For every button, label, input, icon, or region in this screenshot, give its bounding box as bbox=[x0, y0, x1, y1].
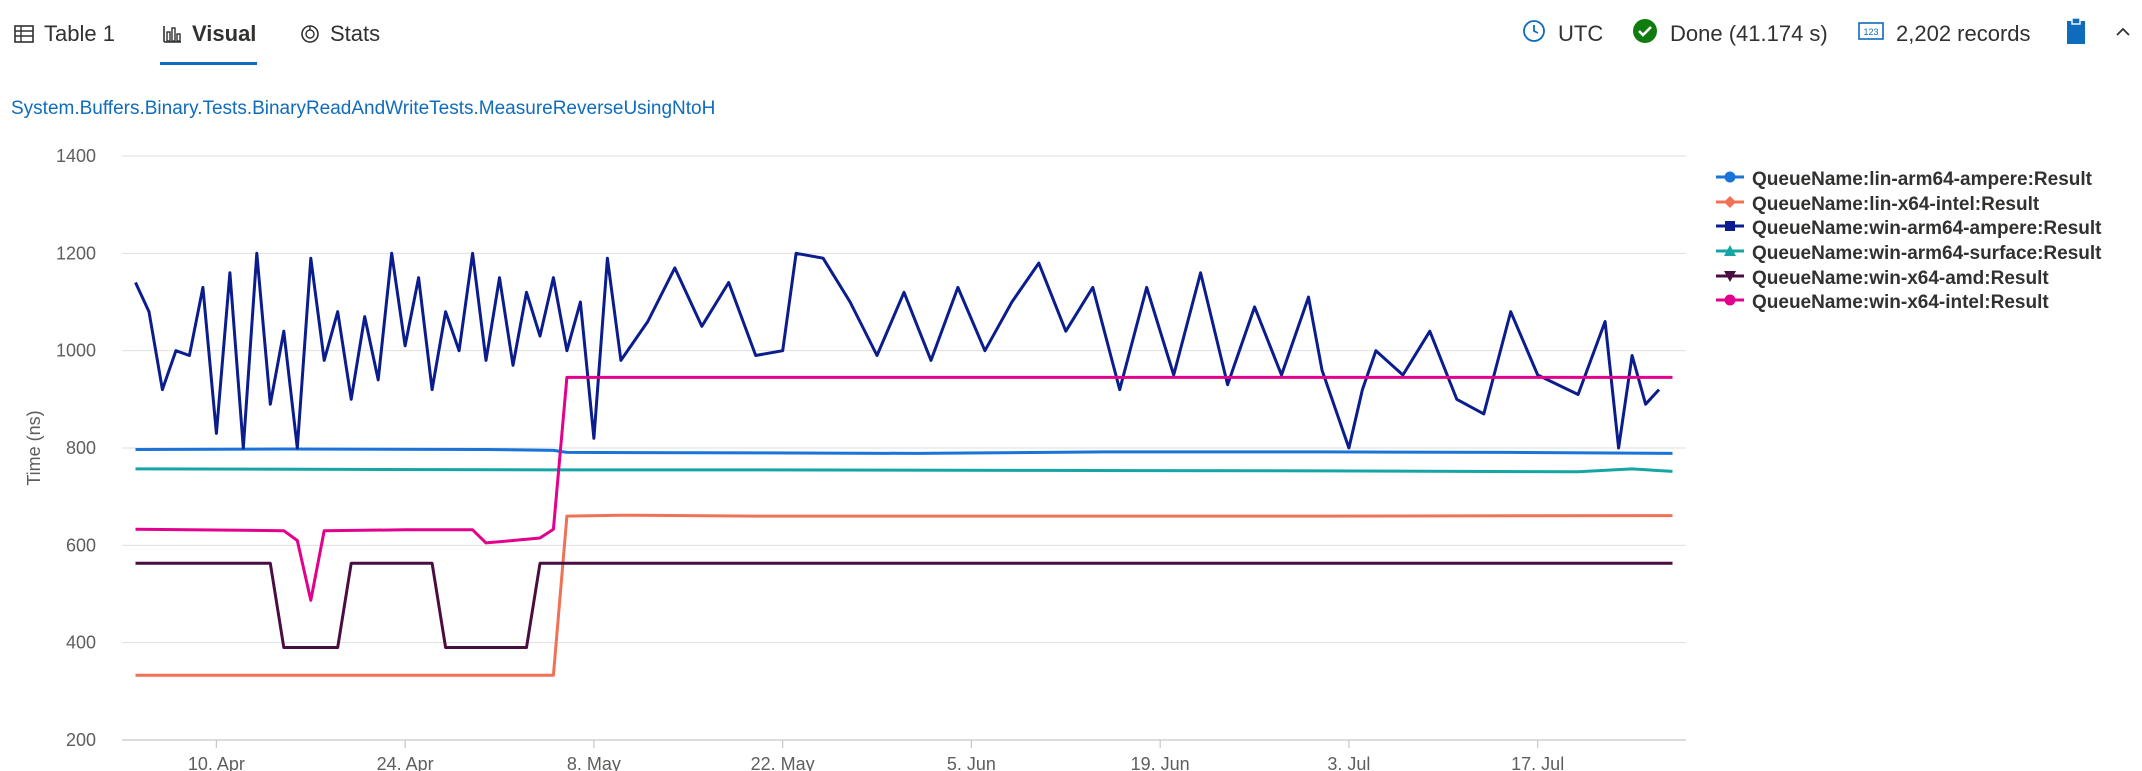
legend-marker-icon bbox=[1716, 243, 1752, 265]
legend-item[interactable]: QueueName:win-x64-amd:Result bbox=[1716, 266, 2102, 291]
y-tick-label: 1200 bbox=[56, 243, 96, 263]
legend-item[interactable]: QueueName:lin-x64-intel:Result bbox=[1716, 193, 2102, 218]
timezone-label: UTC bbox=[1558, 21, 1604, 46]
series-line-5 bbox=[135, 375, 1673, 602]
clipboard-icon bbox=[2064, 17, 2088, 51]
toolbar: Table 1 Visual Stats UTC Done (41.174 s)… bbox=[0, 0, 2142, 68]
series-line-4 bbox=[135, 561, 1673, 649]
legend-item[interactable]: QueueName:lin-arm64-ampere:Result bbox=[1716, 168, 2102, 193]
series-line-3 bbox=[135, 467, 1673, 474]
x-tick-label: 17. Jul bbox=[1511, 754, 1564, 771]
legend-label: QueueName:win-arm64-surface:Result bbox=[1752, 243, 2102, 265]
tab-stats[interactable]: Stats bbox=[300, 14, 380, 54]
collapse-button[interactable] bbox=[2114, 14, 2142, 54]
chart-legend: QueueName:lin-arm64-ampere:Result QueueNa… bbox=[1716, 168, 2102, 316]
x-tick-label: 10. Apr bbox=[188, 754, 245, 771]
legend-label: QueueName:win-arm64-ampere:Result bbox=[1752, 218, 2102, 240]
y-tick-label: 200 bbox=[66, 730, 96, 750]
query-status: Done (41.174 s) bbox=[1632, 14, 1828, 54]
legend-label: QueueName:lin-x64-intel:Result bbox=[1752, 193, 2040, 215]
legend-label: QueueName:win-x64-intel:Result bbox=[1752, 292, 2049, 314]
stats-icon bbox=[300, 24, 320, 44]
tab-label: Visual bbox=[192, 21, 257, 46]
x-tick-label: 5. Jun bbox=[947, 754, 996, 771]
check-icon bbox=[1632, 18, 1658, 50]
x-tick-label: 24. Apr bbox=[377, 754, 434, 771]
chart-title: System.Buffers.Binary.Tests.BinaryReadAn… bbox=[11, 98, 716, 119]
legend-marker-icon bbox=[1716, 218, 1752, 240]
clock-icon bbox=[1522, 19, 1546, 49]
status-label: Done (41.174 s) bbox=[1670, 21, 1828, 46]
legend-label: QueueName:win-x64-amd:Result bbox=[1752, 267, 2049, 289]
copy-button[interactable] bbox=[2064, 14, 2100, 54]
y-tick-label: 600 bbox=[66, 535, 96, 555]
chevron-up-icon bbox=[2114, 21, 2132, 47]
tab-label: Stats bbox=[330, 21, 381, 46]
y-axis-label: Time (ns) bbox=[24, 410, 44, 485]
svg-text:123: 123 bbox=[1863, 27, 1878, 37]
legend-item[interactable]: QueueName:win-x64-intel:Result bbox=[1716, 291, 2102, 316]
legend-item[interactable]: QueueName:win-arm64-ampere:Result bbox=[1716, 217, 2102, 242]
legend-item[interactable]: QueueName:win-arm64-surface:Result bbox=[1716, 242, 2102, 267]
x-tick-label: 3. Jul bbox=[1327, 754, 1370, 771]
timezone-indicator[interactable]: UTC bbox=[1522, 14, 1603, 54]
tab-table-1[interactable]: Table 1 bbox=[14, 14, 115, 54]
records-icon: 123 bbox=[1858, 21, 1884, 47]
legend-marker-icon bbox=[1716, 169, 1752, 191]
legend-marker-icon bbox=[1716, 268, 1752, 290]
series-line-1 bbox=[135, 513, 1673, 677]
legend-label: QueueName:lin-arm64-ampere:Result bbox=[1752, 169, 2092, 191]
active-tab-indicator bbox=[160, 62, 257, 65]
x-tick-label: 22. May bbox=[751, 754, 815, 771]
series-line-2 bbox=[134, 251, 1661, 450]
chart-icon bbox=[162, 24, 182, 44]
legend-marker-icon bbox=[1716, 292, 1752, 314]
y-tick-label: 1400 bbox=[56, 146, 96, 166]
legend-marker-icon bbox=[1716, 194, 1752, 216]
y-tick-label: 800 bbox=[66, 438, 96, 458]
tab-visual[interactable]: Visual bbox=[162, 14, 256, 54]
records-label: 2,202 records bbox=[1896, 21, 2031, 46]
tab-label: Table 1 bbox=[44, 21, 115, 46]
x-tick-label: 8. May bbox=[567, 754, 621, 771]
x-tick-label: 19. Jun bbox=[1131, 754, 1190, 771]
series-line-0 bbox=[135, 447, 1673, 455]
table-icon bbox=[14, 24, 34, 44]
line-chart: 200 400 600 800 1000 1200 1400 10. Apr 24. Apr 8.… bbox=[24, 146, 1686, 771]
y-tick-label: 1000 bbox=[56, 341, 96, 361]
y-tick-label: 400 bbox=[66, 633, 96, 653]
record-count: 123 2,202 records bbox=[1858, 14, 2031, 54]
